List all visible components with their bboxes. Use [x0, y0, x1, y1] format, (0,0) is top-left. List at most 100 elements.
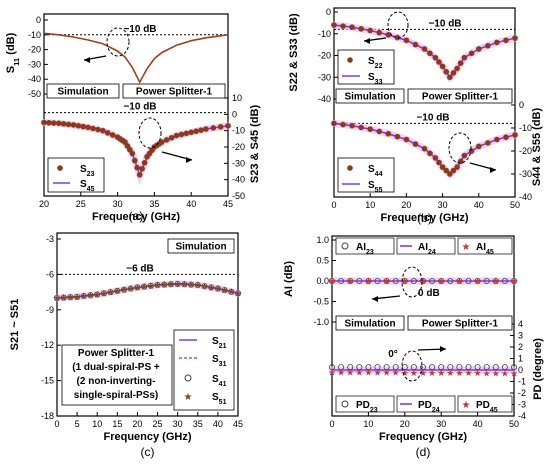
series-S51-point: ★: [80, 291, 88, 301]
x-tick-label: 45: [223, 199, 233, 209]
series-S44-point: [447, 171, 453, 177]
series-S51-point: ★: [53, 293, 61, 303]
series-AI23-point: [483, 277, 490, 284]
x-tick-label: 10: [365, 200, 375, 210]
series-AI45-point: ★: [328, 276, 336, 286]
series-AI23-point: [410, 277, 417, 284]
series-S44-point: [494, 136, 500, 143]
series-S23-point: [46, 119, 52, 126]
series-S51-point: ★: [86, 290, 94, 300]
ref-label-bottom: −10 dB: [416, 112, 449, 123]
series-S44-point: [436, 159, 442, 166]
y-tick-label: 0: [232, 109, 237, 119]
legend-AI45-marker: ★: [462, 242, 471, 253]
legend-S51-marker: ★: [184, 392, 193, 403]
series-AI23-point: [510, 277, 517, 284]
y-tick-label: -20: [519, 146, 532, 156]
plot-frame: [43, 13, 229, 197]
series-PD23-point: [429, 364, 436, 371]
series-S23-point: [90, 125, 96, 132]
series-PD23-point: [328, 364, 335, 371]
x-tick-label: 50: [510, 200, 520, 210]
y-axis-left-label: AI (dB): [283, 261, 295, 297]
legend-AI45-box: [457, 237, 513, 255]
series-PD23-point: [338, 364, 345, 371]
series-AI23-point: [374, 277, 381, 284]
y-axis-right-label: PD (degree): [532, 338, 544, 400]
series-S23-point: [183, 130, 190, 137]
y-tick-label: -2: [518, 388, 526, 398]
series-S44-point: [358, 124, 364, 131]
arrow-head: [186, 157, 192, 163]
x-axis-label: Frequency (GHz): [103, 431, 191, 443]
series-S22-point: [457, 60, 464, 66]
series-AI23-point: [501, 277, 508, 284]
x-tick-label: 35: [149, 199, 159, 209]
panel-d: 0 10 20 30 40 501.00.50.0-0.5-1.0 43210-1-2-3-…: [283, 235, 544, 459]
series-AI23-point: [347, 277, 354, 284]
x-tick-label: 40: [474, 200, 484, 210]
series-AI45-point: ★: [474, 276, 482, 286]
series-S41-point: [134, 284, 141, 291]
series-S41-point: [100, 290, 107, 297]
series-S41-point: [221, 287, 228, 294]
ref-label-bottom: 0°: [388, 349, 398, 360]
x-tick-label: 45: [233, 419, 243, 429]
series-S41-point: [208, 284, 215, 291]
y-tick-label: -18: [41, 411, 54, 421]
series-S51-point: ★: [100, 288, 108, 298]
series-S41-point: [94, 291, 101, 298]
arrow-head: [372, 296, 378, 302]
series-S44-point: [349, 122, 355, 129]
series-S23-point: [178, 131, 185, 138]
series-S44-point: [394, 133, 401, 140]
legend-bottom-box: [337, 157, 395, 193]
series-S23-point: [80, 123, 87, 130]
series-PD45-point: ★: [355, 367, 363, 377]
series-S22-point: [412, 41, 419, 48]
legend-top-box: [337, 49, 395, 85]
x-tick-label: 20: [400, 419, 410, 429]
series-PD23-point: [383, 364, 390, 371]
series-S23-point: [109, 132, 116, 138]
y-tick-label: 1.0: [316, 235, 329, 245]
series-PD45-point: ★: [346, 367, 354, 377]
series-S44-point: [376, 128, 383, 135]
series-PD23-point: [392, 364, 399, 371]
series-AI23-point: [429, 277, 436, 284]
series-S51-point: ★: [133, 282, 141, 292]
series-S22-point: [376, 29, 383, 36]
series-S23-point: [85, 124, 91, 131]
series-S31-line: [56, 283, 239, 299]
series-PD23-point: [365, 364, 372, 371]
y-axis-right-label: S23 & S45 (dB): [249, 105, 261, 184]
series-S51-point: ★: [207, 282, 215, 292]
series-AI45-point: ★: [383, 276, 391, 286]
box-power-splitter-box: [122, 83, 226, 99]
legend-S23: S23: [80, 164, 95, 178]
series-PD23-point: [447, 364, 454, 371]
y-tick-label: -40: [28, 74, 41, 84]
series-S22-point: [443, 69, 450, 75]
series-PD45-point: ★: [373, 368, 381, 378]
y-tick-label: -50: [28, 89, 41, 99]
legend-S22: S22: [368, 56, 383, 70]
series-S51-point: ★: [140, 282, 148, 292]
series-S41-point: [201, 283, 208, 290]
x-axis-label: Frequency (GHz): [380, 212, 468, 224]
series-S41-point: [114, 287, 121, 294]
series-S41-point: [121, 286, 128, 293]
series-S44-point: [485, 140, 491, 146]
series-AI23-point: [438, 277, 445, 284]
x-tick-label: 20: [39, 199, 49, 209]
highlight-ellipse: [138, 117, 162, 149]
series-S51-point: ★: [154, 280, 162, 290]
series-S23-point: [60, 121, 67, 127]
highlight-ellipse: [387, 11, 409, 39]
legend-PD45-box: [457, 395, 513, 413]
series-S51-point: ★: [180, 279, 188, 289]
legend-PD23: PD23: [356, 400, 378, 414]
legend-S21: S21: [212, 336, 227, 350]
y-tick-label: 0: [326, 7, 331, 17]
series-PD23-point: [374, 364, 381, 371]
